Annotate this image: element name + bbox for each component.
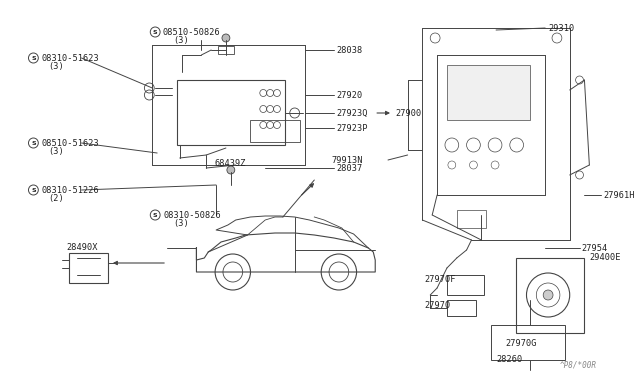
Text: 27970F: 27970F	[424, 276, 456, 285]
Text: ^P8/*00R: ^P8/*00R	[560, 360, 597, 369]
Bar	[447, 275, 484, 295]
Circle shape	[222, 34, 230, 42]
Bar	[491, 325, 565, 360]
Text: 08510-51623: 08510-51623	[41, 138, 99, 148]
Text: 79913N: 79913N	[331, 155, 362, 164]
Text: 68439Z: 68439Z	[214, 158, 246, 167]
Text: S: S	[153, 29, 157, 35]
Bar	[250, 120, 300, 142]
Text: (3): (3)	[173, 218, 189, 228]
Text: 28037: 28037	[336, 164, 362, 173]
Text: 28260: 28260	[496, 356, 522, 365]
Text: (3): (3)	[173, 35, 189, 45]
Text: S: S	[31, 187, 36, 192]
Text: 27923P: 27923P	[336, 124, 367, 132]
Text: 08310-50826: 08310-50826	[163, 211, 221, 219]
Text: 27923Q: 27923Q	[336, 109, 367, 118]
Bar	[516, 258, 584, 333]
Circle shape	[227, 166, 235, 174]
Bar	[177, 80, 285, 145]
Text: 29400E: 29400E	[589, 253, 621, 263]
Bar	[218, 46, 234, 54]
Text: 28490X: 28490X	[67, 243, 99, 251]
Bar	[447, 65, 531, 120]
Text: S: S	[31, 55, 36, 61]
Circle shape	[543, 290, 553, 300]
Text: 27961H: 27961H	[603, 190, 635, 199]
Text: 08310-51623: 08310-51623	[41, 54, 99, 62]
Text: 27970G: 27970G	[506, 339, 538, 347]
Text: (3): (3)	[48, 147, 64, 155]
Text: 27900: 27900	[396, 109, 422, 118]
Text: 08510-50826: 08510-50826	[162, 28, 220, 36]
Text: (3): (3)	[48, 61, 64, 71]
Bar	[68, 253, 108, 283]
Text: 27920: 27920	[336, 90, 362, 99]
Text: 08310-51226: 08310-51226	[41, 186, 99, 195]
Text: 27954: 27954	[582, 244, 608, 253]
Bar	[447, 300, 476, 316]
Text: 28038: 28038	[336, 45, 362, 55]
Bar	[457, 210, 486, 228]
Text: S: S	[31, 141, 36, 145]
Text: 27970: 27970	[424, 301, 451, 310]
Text: S: S	[153, 212, 157, 218]
Text: (2): (2)	[48, 193, 64, 202]
Text: 29310: 29310	[548, 23, 574, 32]
